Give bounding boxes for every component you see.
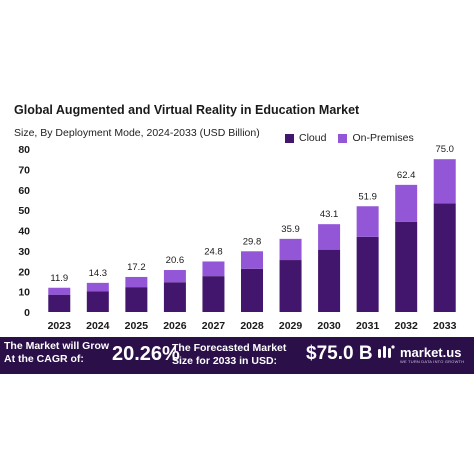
brand-name: market.us (400, 344, 462, 360)
y-tick-label: 0 (24, 307, 30, 319)
bar-segment-cloud (202, 276, 225, 312)
bar-segment-on-premises (318, 224, 341, 250)
bar-total-label: 62.4 (397, 170, 416, 181)
bar-segment-cloud (318, 249, 341, 312)
bar-segment-on-premises (202, 261, 225, 277)
x-tick-label: 2024 (86, 320, 110, 332)
bar-total-label: 20.6 (166, 255, 185, 266)
y-tick-label: 20 (18, 266, 30, 278)
bar-total-label: 24.8 (204, 246, 223, 257)
forecast-caption: The Forecasted Market Size for 2033 in U… (172, 342, 286, 368)
y-tick-label: 80 (18, 144, 30, 156)
x-tick-label: 2025 (125, 320, 149, 332)
y-tick-label: 10 (18, 287, 30, 299)
market-us-logo-icon (378, 345, 395, 358)
bar-total-label: 43.1 (320, 209, 339, 220)
legend: Cloud On-Premises (285, 132, 426, 144)
bar-segment-cloud (163, 282, 186, 312)
bar-segment-on-premises (395, 184, 418, 222)
bar-segment-cloud (279, 260, 302, 312)
bar-segment-on-premises (433, 159, 456, 204)
bar-segment-cloud (356, 236, 379, 312)
legend-swatch-on-premises (338, 133, 348, 143)
bar-total-label: 51.9 (358, 191, 377, 202)
bar-segment-cloud (48, 294, 71, 312)
bar-segment-cloud (433, 203, 456, 312)
brand-tagline: WE TURN DATA INTO GROWTH (400, 359, 465, 364)
chart-subtitle: Size, By Deployment Mode, 2024-2033 (USD… (14, 127, 260, 139)
bar-segment-on-premises (356, 206, 379, 237)
y-tick-label: 50 (18, 205, 30, 217)
cagr-caption-line1: The Market will Grow (4, 340, 110, 352)
legend-item-on-premises: On-Premises (338, 132, 414, 144)
bar-segment-cloud (86, 291, 109, 312)
bar-segment-on-premises (279, 238, 302, 261)
cagr-value: 20.26% (112, 343, 180, 365)
bar-segment-on-premises (86, 282, 109, 292)
brand-logo: market.us WE TURN DATA INTO GROWTH (376, 342, 465, 364)
chart-title: Global Augmented and Virtual Reality in … (14, 103, 360, 117)
bar-total-label: 29.8 (243, 236, 262, 247)
bar-segment-on-premises (241, 251, 263, 269)
bar-segment-cloud (395, 221, 418, 312)
bar-total-label: 35.9 (281, 224, 300, 235)
y-tick-label: 60 (18, 185, 30, 197)
x-tick-label: 2029 (279, 320, 303, 332)
x-tick-label: 2026 (163, 320, 187, 332)
bar-segment-on-premises (163, 270, 186, 283)
legend-label-on-premises: On-Premises (352, 132, 414, 144)
x-tick-label: 2033 (433, 320, 457, 332)
bar-total-label: 17.2 (127, 262, 146, 273)
bar-segment-on-premises (125, 276, 148, 288)
x-tick-label: 2023 (48, 320, 72, 332)
x-tick-label: 2028 (240, 320, 264, 332)
forecast-value: $75.0 B (306, 343, 373, 364)
bar-total-label: 75.0 (435, 144, 454, 155)
forecast-caption-line2: Size for 2033 in USD: (172, 355, 278, 367)
bar-segment-cloud (241, 268, 263, 312)
x-tick-label: 2032 (395, 320, 419, 332)
bar-segment-cloud (125, 287, 148, 312)
y-tick-label: 30 (18, 246, 30, 258)
y-tick-label: 40 (18, 226, 30, 238)
x-tick-label: 2027 (202, 320, 226, 332)
x-tick-label: 2030 (317, 320, 341, 332)
legend-swatch-cloud (285, 133, 294, 143)
legend-label-cloud: Cloud (299, 132, 327, 144)
y-tick-label: 70 (18, 164, 30, 176)
forecast-caption-line1: The Forecasted Market (172, 342, 287, 354)
stacked-bar-chart: 0102030405060708011.9202314.3202417.2202… (18, 144, 457, 332)
bar-total-label: 11.9 (50, 273, 68, 284)
cagr-caption-line2: At the CAGR of: (4, 353, 84, 365)
legend-item-cloud: Cloud (285, 132, 326, 144)
bar-total-label: 14.3 (89, 268, 108, 279)
bar-segment-on-premises (48, 287, 71, 295)
summary-banner: The Market will Grow At the CAGR of: 20.… (0, 337, 474, 374)
x-tick-label: 2031 (356, 320, 380, 332)
cagr-caption: The Market will Grow At the CAGR of: (4, 340, 109, 366)
